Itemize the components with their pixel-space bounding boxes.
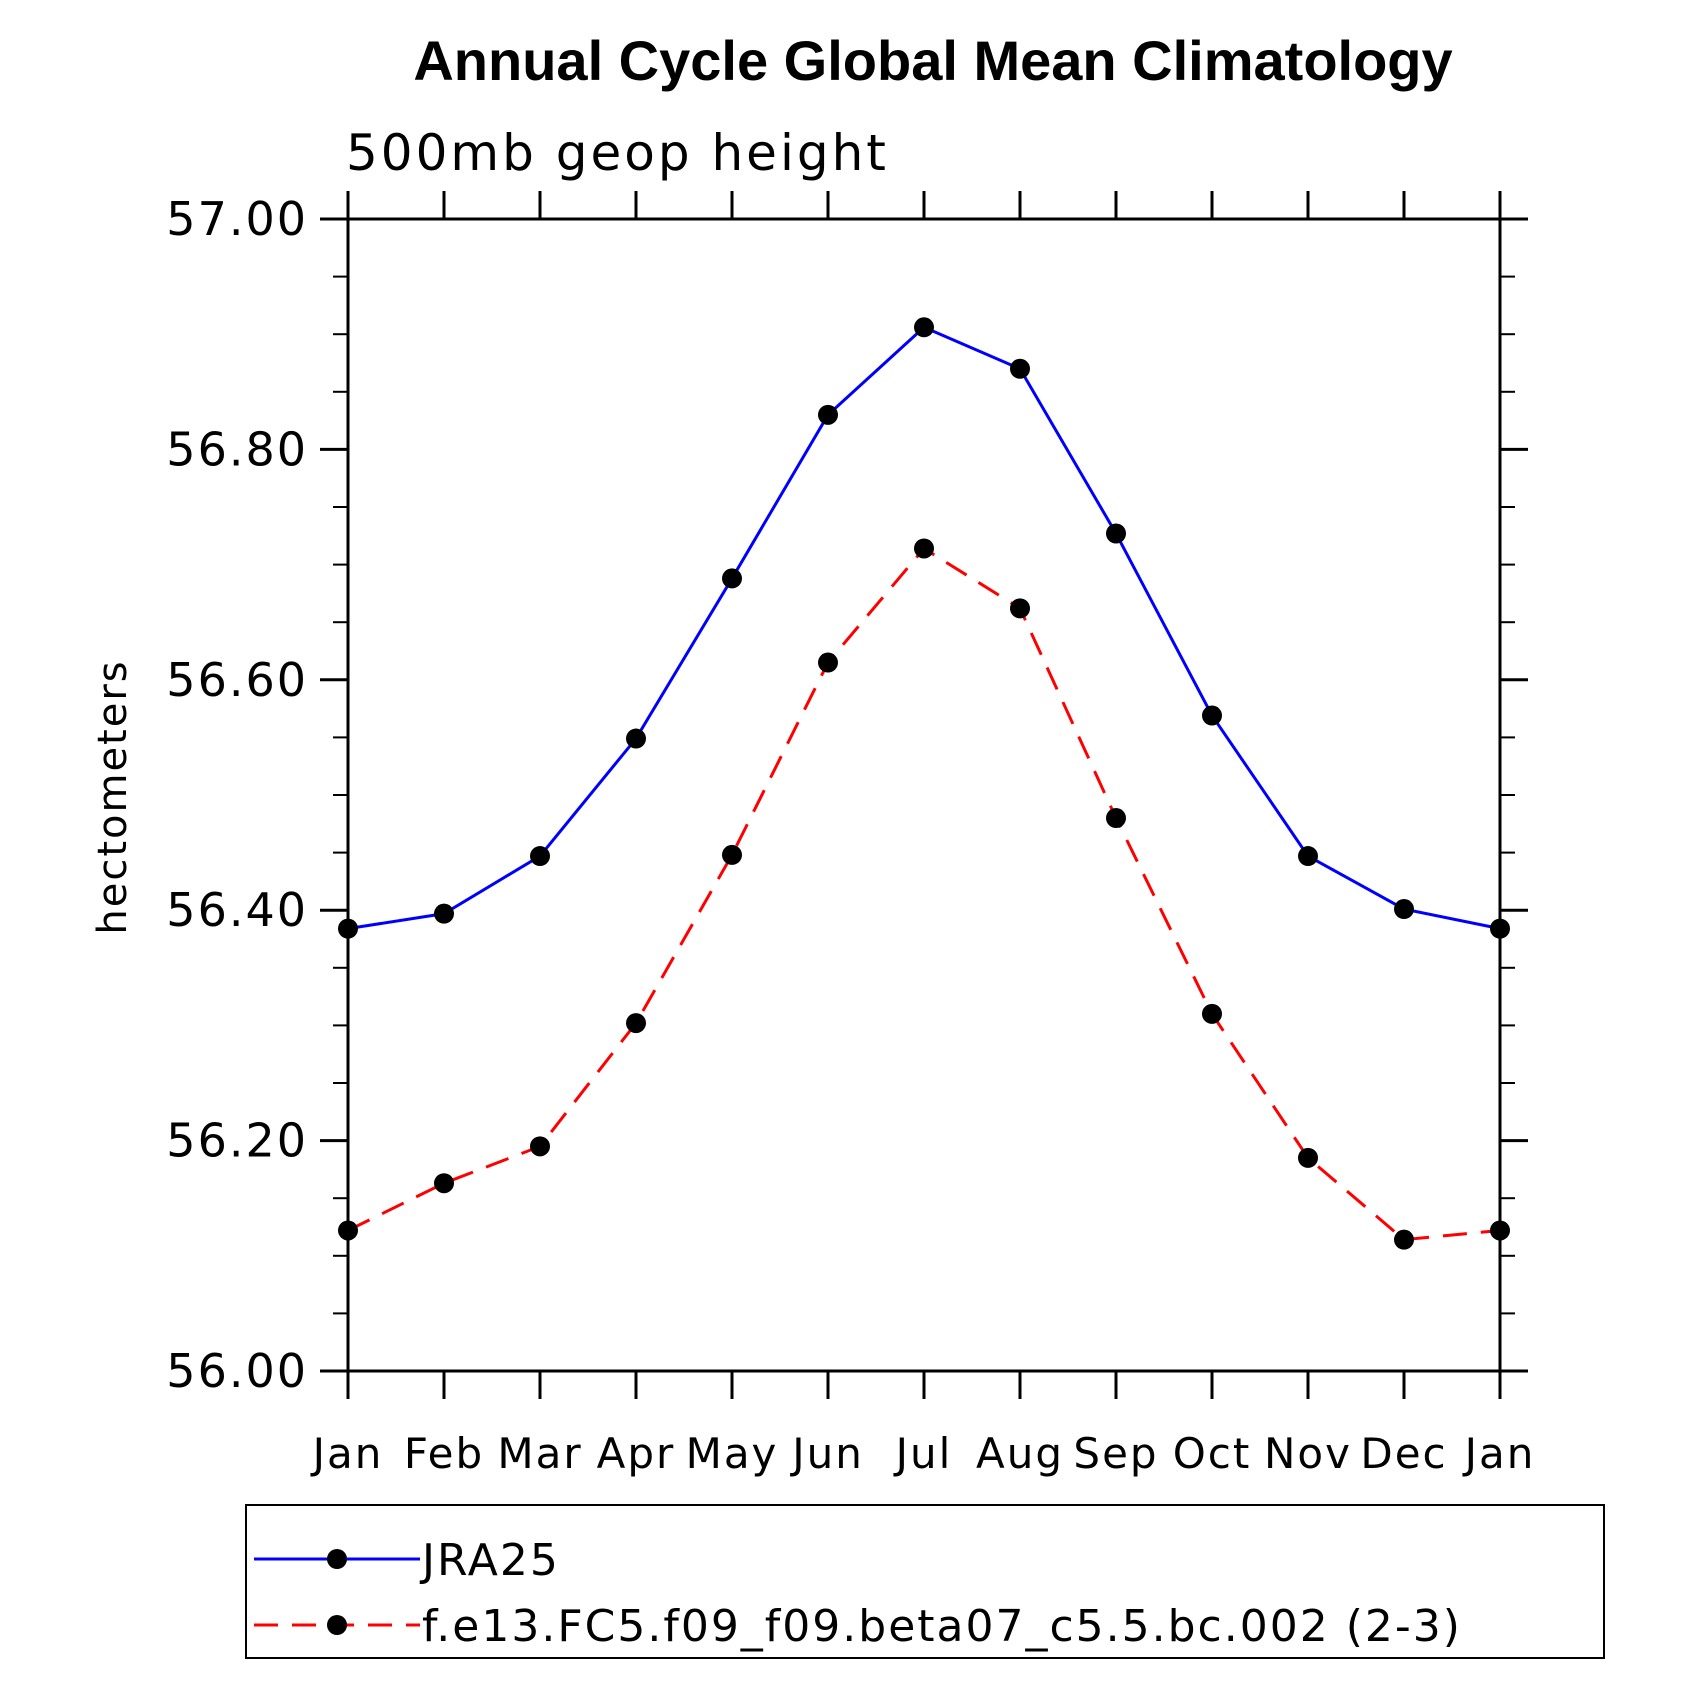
chart-subtitle: 500mb geop height [346,124,889,182]
data-point [818,404,838,425]
legend-marker-2 [327,1615,347,1635]
series-line-2 [347,546,1501,1242]
x-tick-label: Nov [1264,1429,1352,1478]
data-point [1490,918,1510,939]
y-tick-label: 56.00 [166,1344,308,1398]
y-tick-label: 57.00 [166,192,308,246]
data-point [1202,705,1222,726]
y-tick-label: 56.60 [166,653,308,707]
legend-label-1: JRA25 [419,1535,560,1586]
y-tick-labels: 56.00 56.20 56.40 56.60 56.80 57.00 [166,192,308,1398]
data-point [338,918,358,939]
x-tick-label: Jan [1462,1429,1536,1478]
data-point [1298,846,1318,867]
data-point [434,903,454,924]
data-point [530,846,550,867]
data-point [914,317,934,338]
data-point [1394,1229,1414,1250]
plot-frame [346,217,1502,1373]
y-tick-label: 56.80 [166,422,308,476]
data-point [1202,1003,1222,1024]
axis-ticks [320,191,1528,1399]
chart-title: Annual Cycle Global Mean Climatology [413,29,1452,92]
data-point [1298,1147,1318,1168]
x-tick-label: Apr [597,1429,676,1478]
series-lines [347,325,1501,1242]
x-tick-label: Jan [310,1429,384,1478]
data-point [626,1013,646,1034]
x-tick-label: Jul [893,1429,953,1478]
data-point [914,538,934,559]
x-tick-label: May [686,1429,779,1478]
data-point [818,652,838,673]
x-tick-label: Oct [1173,1429,1252,1478]
legend-marker-1 [327,1549,347,1569]
x-tick-label: Sep [1073,1429,1158,1478]
data-point [1106,808,1126,829]
x-tick-label: Feb [404,1429,484,1478]
x-tick-label: Mar [497,1429,582,1478]
data-point [530,1136,550,1157]
data-point [1010,598,1030,619]
y-tick-label: 56.20 [166,1114,308,1168]
data-point [722,844,742,865]
legend-items: JRA25 f.e13.FC5.f09_f09.beta07_c5.5.bc.00… [254,1535,1462,1652]
data-point [722,568,742,589]
data-point [1106,523,1126,544]
data-point [1394,899,1414,920]
legend-label-2: f.e13.FC5.f09_f09.beta07_c5.5.bc.002 (2-… [422,1601,1462,1652]
data-point [626,728,646,749]
y-axis-label: hectometers [90,659,136,934]
x-tick-label: Aug [976,1429,1064,1478]
x-tick-label: Dec [1360,1429,1447,1478]
y-tick-label: 56.40 [166,883,308,937]
series-line-1 [347,325,1501,931]
series-markers [338,317,1510,1250]
data-point [434,1173,454,1194]
x-tick-labels: Jan Feb Mar Apr May Jun Jul Aug Sep Oct Nov Dec Jan [310,1429,1536,1478]
legend: JRA25 f.e13.FC5.f09_f09.beta07_c5.5.bc.00… [245,1504,1605,1659]
data-point [1490,1220,1510,1241]
legend-box [245,1504,1605,1659]
data-point [1010,358,1030,379]
x-tick-label: Jun [789,1429,864,1478]
data-point [338,1220,358,1241]
